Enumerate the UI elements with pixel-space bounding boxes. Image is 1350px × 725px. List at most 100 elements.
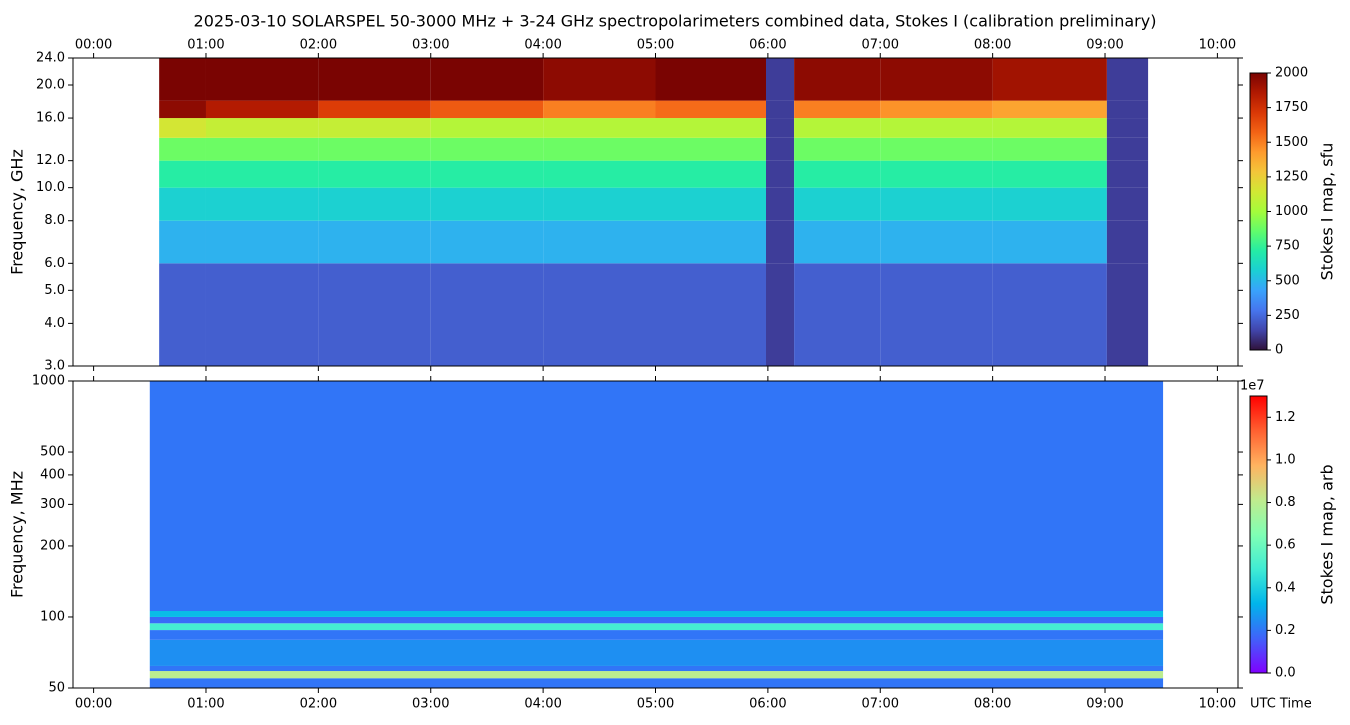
heatmap-cell xyxy=(992,160,1107,188)
heatmap-cell xyxy=(543,263,656,366)
x-tick-label: 04:00 xyxy=(524,38,561,53)
heatmap-cell xyxy=(655,118,767,138)
y-tick-label: 8.0 xyxy=(44,213,65,228)
heatmap-cell xyxy=(543,137,656,161)
x-tick-label: 01:00 xyxy=(187,38,224,53)
y-tick-label: 16.0 xyxy=(36,111,65,126)
heatmap-cell xyxy=(543,100,656,119)
y-tick-label: 6.0 xyxy=(44,256,65,271)
heatmap-cell xyxy=(880,137,993,161)
x-tick-label: 08:00 xyxy=(974,38,1011,53)
colorbar-tick-label: 1000 xyxy=(1275,204,1308,219)
heatmap-cell xyxy=(149,623,1164,631)
x-tick-label: 05:00 xyxy=(637,38,674,53)
x-tick-label: 00:00 xyxy=(75,697,112,712)
heatmap-cell xyxy=(655,100,767,119)
heatmap-cell xyxy=(766,58,795,101)
y-axis-label: Frequency, GHz xyxy=(8,149,27,275)
colorbar xyxy=(1249,72,1268,351)
colorbar-tick-label: 0.6 xyxy=(1275,538,1296,553)
heatmap-cell xyxy=(1106,100,1149,119)
heatmap-cell xyxy=(992,100,1107,119)
x-tick-label: 10:00 xyxy=(1199,38,1236,53)
y-tick-label: 1000 xyxy=(32,374,65,389)
y-tick-label: 5.0 xyxy=(44,283,65,298)
y-tick-label: 3.0 xyxy=(44,359,65,374)
heatmap-cell xyxy=(205,220,319,264)
colorbar-tick-label: 250 xyxy=(1275,308,1300,323)
heatmap-cell xyxy=(1106,118,1149,138)
heatmap-cell xyxy=(205,263,319,366)
heatmap-cell xyxy=(766,263,795,366)
heatmap-cell xyxy=(880,160,993,188)
heatmap-cell xyxy=(159,137,206,161)
heatmap-cell xyxy=(655,220,767,264)
heatmap-cell xyxy=(794,58,881,101)
heatmap-cell xyxy=(992,263,1107,366)
heatmap-cell xyxy=(159,263,206,366)
heatmap-cell xyxy=(992,220,1107,264)
heatmap-cell xyxy=(205,137,319,161)
heatmap-cell xyxy=(318,58,431,101)
heatmap-cell xyxy=(794,187,881,221)
x-tick-label: 04:00 xyxy=(524,697,561,712)
heatmap-cell xyxy=(149,665,1164,672)
x-tick-label: 03:00 xyxy=(412,38,449,53)
x-tick-label: 07:00 xyxy=(862,38,899,53)
x-tick-label: 09:00 xyxy=(1086,38,1123,53)
heatmap-cell xyxy=(159,118,206,138)
heatmap-cell xyxy=(430,58,544,101)
heatmap-cell xyxy=(543,58,656,101)
heatmap-cell xyxy=(880,187,993,221)
colorbar-tick-label: 0 xyxy=(1275,343,1283,358)
heatmap-cell xyxy=(430,263,544,366)
heatmap-cell xyxy=(794,137,881,161)
y-tick-label: 12.0 xyxy=(36,153,65,168)
x-tick-label: 05:00 xyxy=(637,697,674,712)
colorbar-tick-label: 0.0 xyxy=(1275,666,1296,681)
colorbar-label: Stokes I map, sfu xyxy=(1318,143,1337,281)
heatmap-cell xyxy=(543,220,656,264)
heatmap-cell xyxy=(149,616,1164,624)
heatmap-cell xyxy=(992,58,1107,101)
heatmap-cell xyxy=(1106,58,1149,101)
chart-title: 2025-03-10 SOLARSPEL 50-3000 MHz + 3-24 … xyxy=(194,12,1157,31)
colorbar-tick-label: 750 xyxy=(1275,239,1300,254)
heatmap-cell xyxy=(430,220,544,264)
heatmap-cell xyxy=(543,160,656,188)
colorbar-tick-label: 0.8 xyxy=(1275,495,1296,510)
heatmap-cell xyxy=(1106,137,1149,161)
heatmap-cell xyxy=(318,187,431,221)
x-tick-label: 03:00 xyxy=(412,697,449,712)
heatmap-cell xyxy=(149,671,1164,679)
heatmap-cell xyxy=(992,118,1107,138)
heatmap-cell xyxy=(149,630,1164,640)
colorbar-tick-label: 2000 xyxy=(1275,66,1308,81)
heatmap-cell xyxy=(794,118,881,138)
heatmap-cell xyxy=(880,220,993,264)
x-tick-label: 06:00 xyxy=(749,697,786,712)
heatmap-cell xyxy=(1106,187,1149,221)
heatmap-cell xyxy=(159,160,206,188)
heatmap-cell xyxy=(766,187,795,221)
heatmap-cell xyxy=(794,263,881,366)
heatmap-cell xyxy=(159,58,206,101)
y-tick-label: 24.0 xyxy=(36,51,65,66)
heatmap-cell xyxy=(430,160,544,188)
heatmap-cell xyxy=(149,381,1164,611)
y-tick-label: 100 xyxy=(40,609,65,624)
heatmap-cell xyxy=(655,137,767,161)
heatmap-cell xyxy=(149,610,1164,617)
heatmap-cell xyxy=(766,100,795,119)
y-tick-label: 300 xyxy=(40,497,65,512)
heatmap-cell xyxy=(880,100,993,119)
y-tick-label: 4.0 xyxy=(44,316,65,331)
heatmap-cell xyxy=(543,187,656,221)
heatmap-cell xyxy=(794,100,881,119)
heatmap-cell xyxy=(1106,220,1149,264)
colorbar-tick-label: 1250 xyxy=(1275,169,1308,184)
heatmap-cell xyxy=(794,160,881,188)
heatmap-cell xyxy=(159,187,206,221)
heatmap-cell xyxy=(794,220,881,264)
